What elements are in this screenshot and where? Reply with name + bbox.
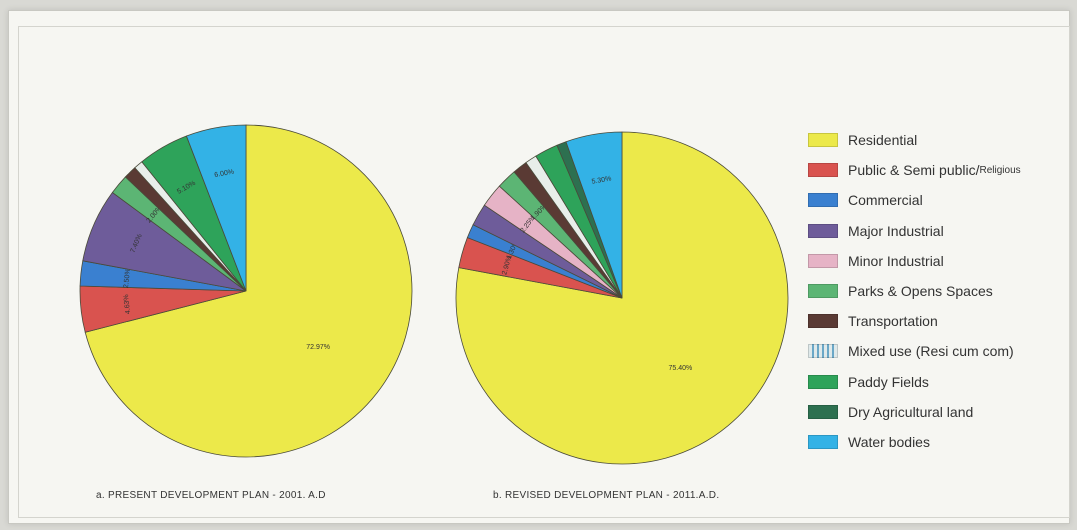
pie-slice: [455, 131, 789, 465]
legend-item: Transportation: [808, 306, 1070, 336]
pie-slice: [84, 124, 413, 458]
legend-item: Water bodies: [808, 427, 1070, 457]
pie-revised: 75.40%2.90%1.30%2.25%1.90%5.30%: [455, 131, 789, 465]
legend-label-small: Religious: [979, 164, 1021, 176]
legend-label: Paddy Fields: [848, 373, 929, 390]
pie-data-label: 4.63%: [123, 294, 132, 315]
legend-label: Parks & Opens Spaces: [848, 283, 993, 300]
legend-item: Mixed use (Resi cum com): [808, 336, 1070, 366]
pie-slice: [185, 124, 247, 292]
legend-swatch: [808, 253, 838, 268]
legend-label: Major Industrial: [848, 222, 944, 239]
legend-label: Water bodies: [848, 433, 930, 450]
legend-swatch: [808, 344, 838, 359]
legend: Residential Public & Semi public/Religiou…: [808, 125, 1070, 457]
pie-present: 72.97%4.63%2.50%7.40%2.00%5.10%6.00%: [79, 124, 413, 458]
figure-inner-border: [18, 26, 1070, 518]
pie-slice: [565, 131, 623, 299]
caption-present: a. PRESENT DEVELOPMENT PLAN - 2001. A.D: [96, 490, 326, 501]
legend-item: Dry Agricultural land: [808, 397, 1070, 427]
legend-swatch: [808, 133, 838, 148]
legend-item: Paddy Fields: [808, 367, 1070, 397]
caption-revised: b. REVISED DEVELOPMENT PLAN - 2011.A.D.: [493, 490, 720, 501]
legend-item: Public & Semi public/Religious: [808, 155, 1070, 185]
pie-data-label: 72.97%: [306, 344, 330, 351]
legend-swatch: [808, 314, 838, 329]
legend-swatch: [808, 404, 838, 419]
legend-item: Parks & Opens Spaces: [808, 276, 1070, 306]
legend-swatch: [808, 284, 838, 299]
legend-swatch: [808, 223, 838, 238]
legend-label: Transportation: [848, 313, 938, 330]
legend-swatch: [808, 434, 838, 449]
legend-item: Residential: [808, 125, 1070, 155]
legend-swatch: [808, 193, 838, 208]
pie-data-label: 5.30%: [591, 175, 612, 185]
legend-label: Dry Agricultural land: [848, 403, 974, 420]
pie-data-label: 2.50%: [123, 268, 132, 288]
legend-item: Commercial: [808, 185, 1070, 215]
legend-swatch: [808, 374, 838, 389]
legend-label: Mixed use (Resi cum com): [848, 343, 1014, 360]
legend-item: Major Industrial: [808, 216, 1070, 246]
legend-label: Commercial: [848, 192, 923, 209]
legend-label: Residential: [848, 132, 918, 149]
legend-item: Minor Industrial: [808, 246, 1070, 276]
legend-swatch: [808, 163, 838, 178]
legend-label: Public & Semi public/: [848, 162, 980, 179]
pie-data-label: 6.00%: [214, 169, 235, 180]
pie-data-label: 75.40%: [668, 365, 692, 372]
legend-label: Minor Industrial: [848, 252, 944, 269]
